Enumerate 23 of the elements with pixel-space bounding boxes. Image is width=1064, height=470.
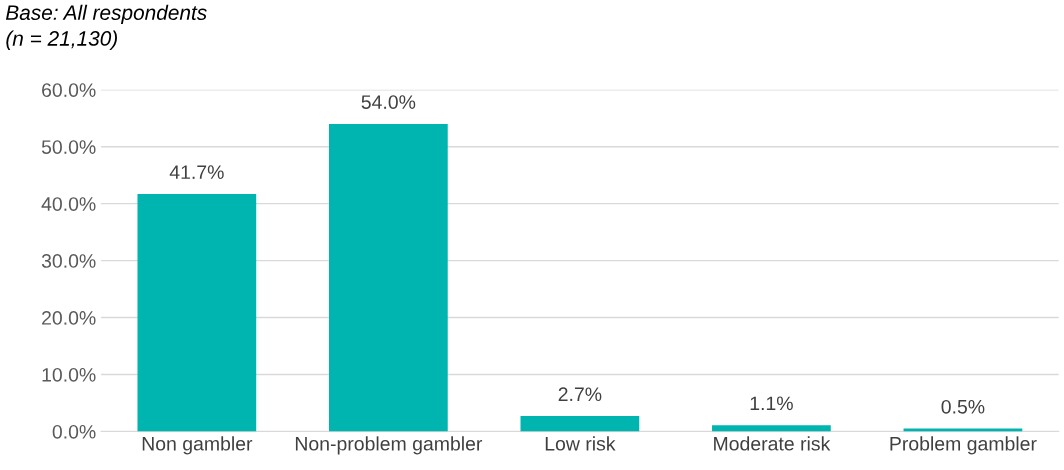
data-label: 54.0% [361,95,416,109]
x-tick-label: Non-problem gambler [295,436,483,455]
y-tick-label: 10.0% [42,367,96,382]
x-tick-label: Moderate risk [714,436,831,451]
bar [520,416,640,432]
x-tick-label: Low risk [545,436,616,451]
y-tick-label: 30.0% [41,254,96,268]
chart-title: Base: All respondents [5,4,207,25]
y-tick-label: 40.0% [41,197,96,211]
data-label: 2.7% [558,387,602,402]
x-tick-label: Problem gambler [890,436,1037,455]
data-label: 1.1% [750,396,793,411]
y-tick-label: 20.0% [42,311,96,325]
chart-subtitle: (n = 21,130) [6,30,117,50]
y-tick-label: 60.0% [42,83,96,98]
x-tick-label: Non gambler [142,436,253,455]
bar [328,123,448,432]
bar [137,193,257,432]
data-label: 41.7% [169,165,224,179]
data-label: 0.5% [941,399,985,414]
y-tick-label: 0.0% [52,424,96,439]
bar [712,425,831,432]
y-tick-label: 50.0% [41,140,96,154]
